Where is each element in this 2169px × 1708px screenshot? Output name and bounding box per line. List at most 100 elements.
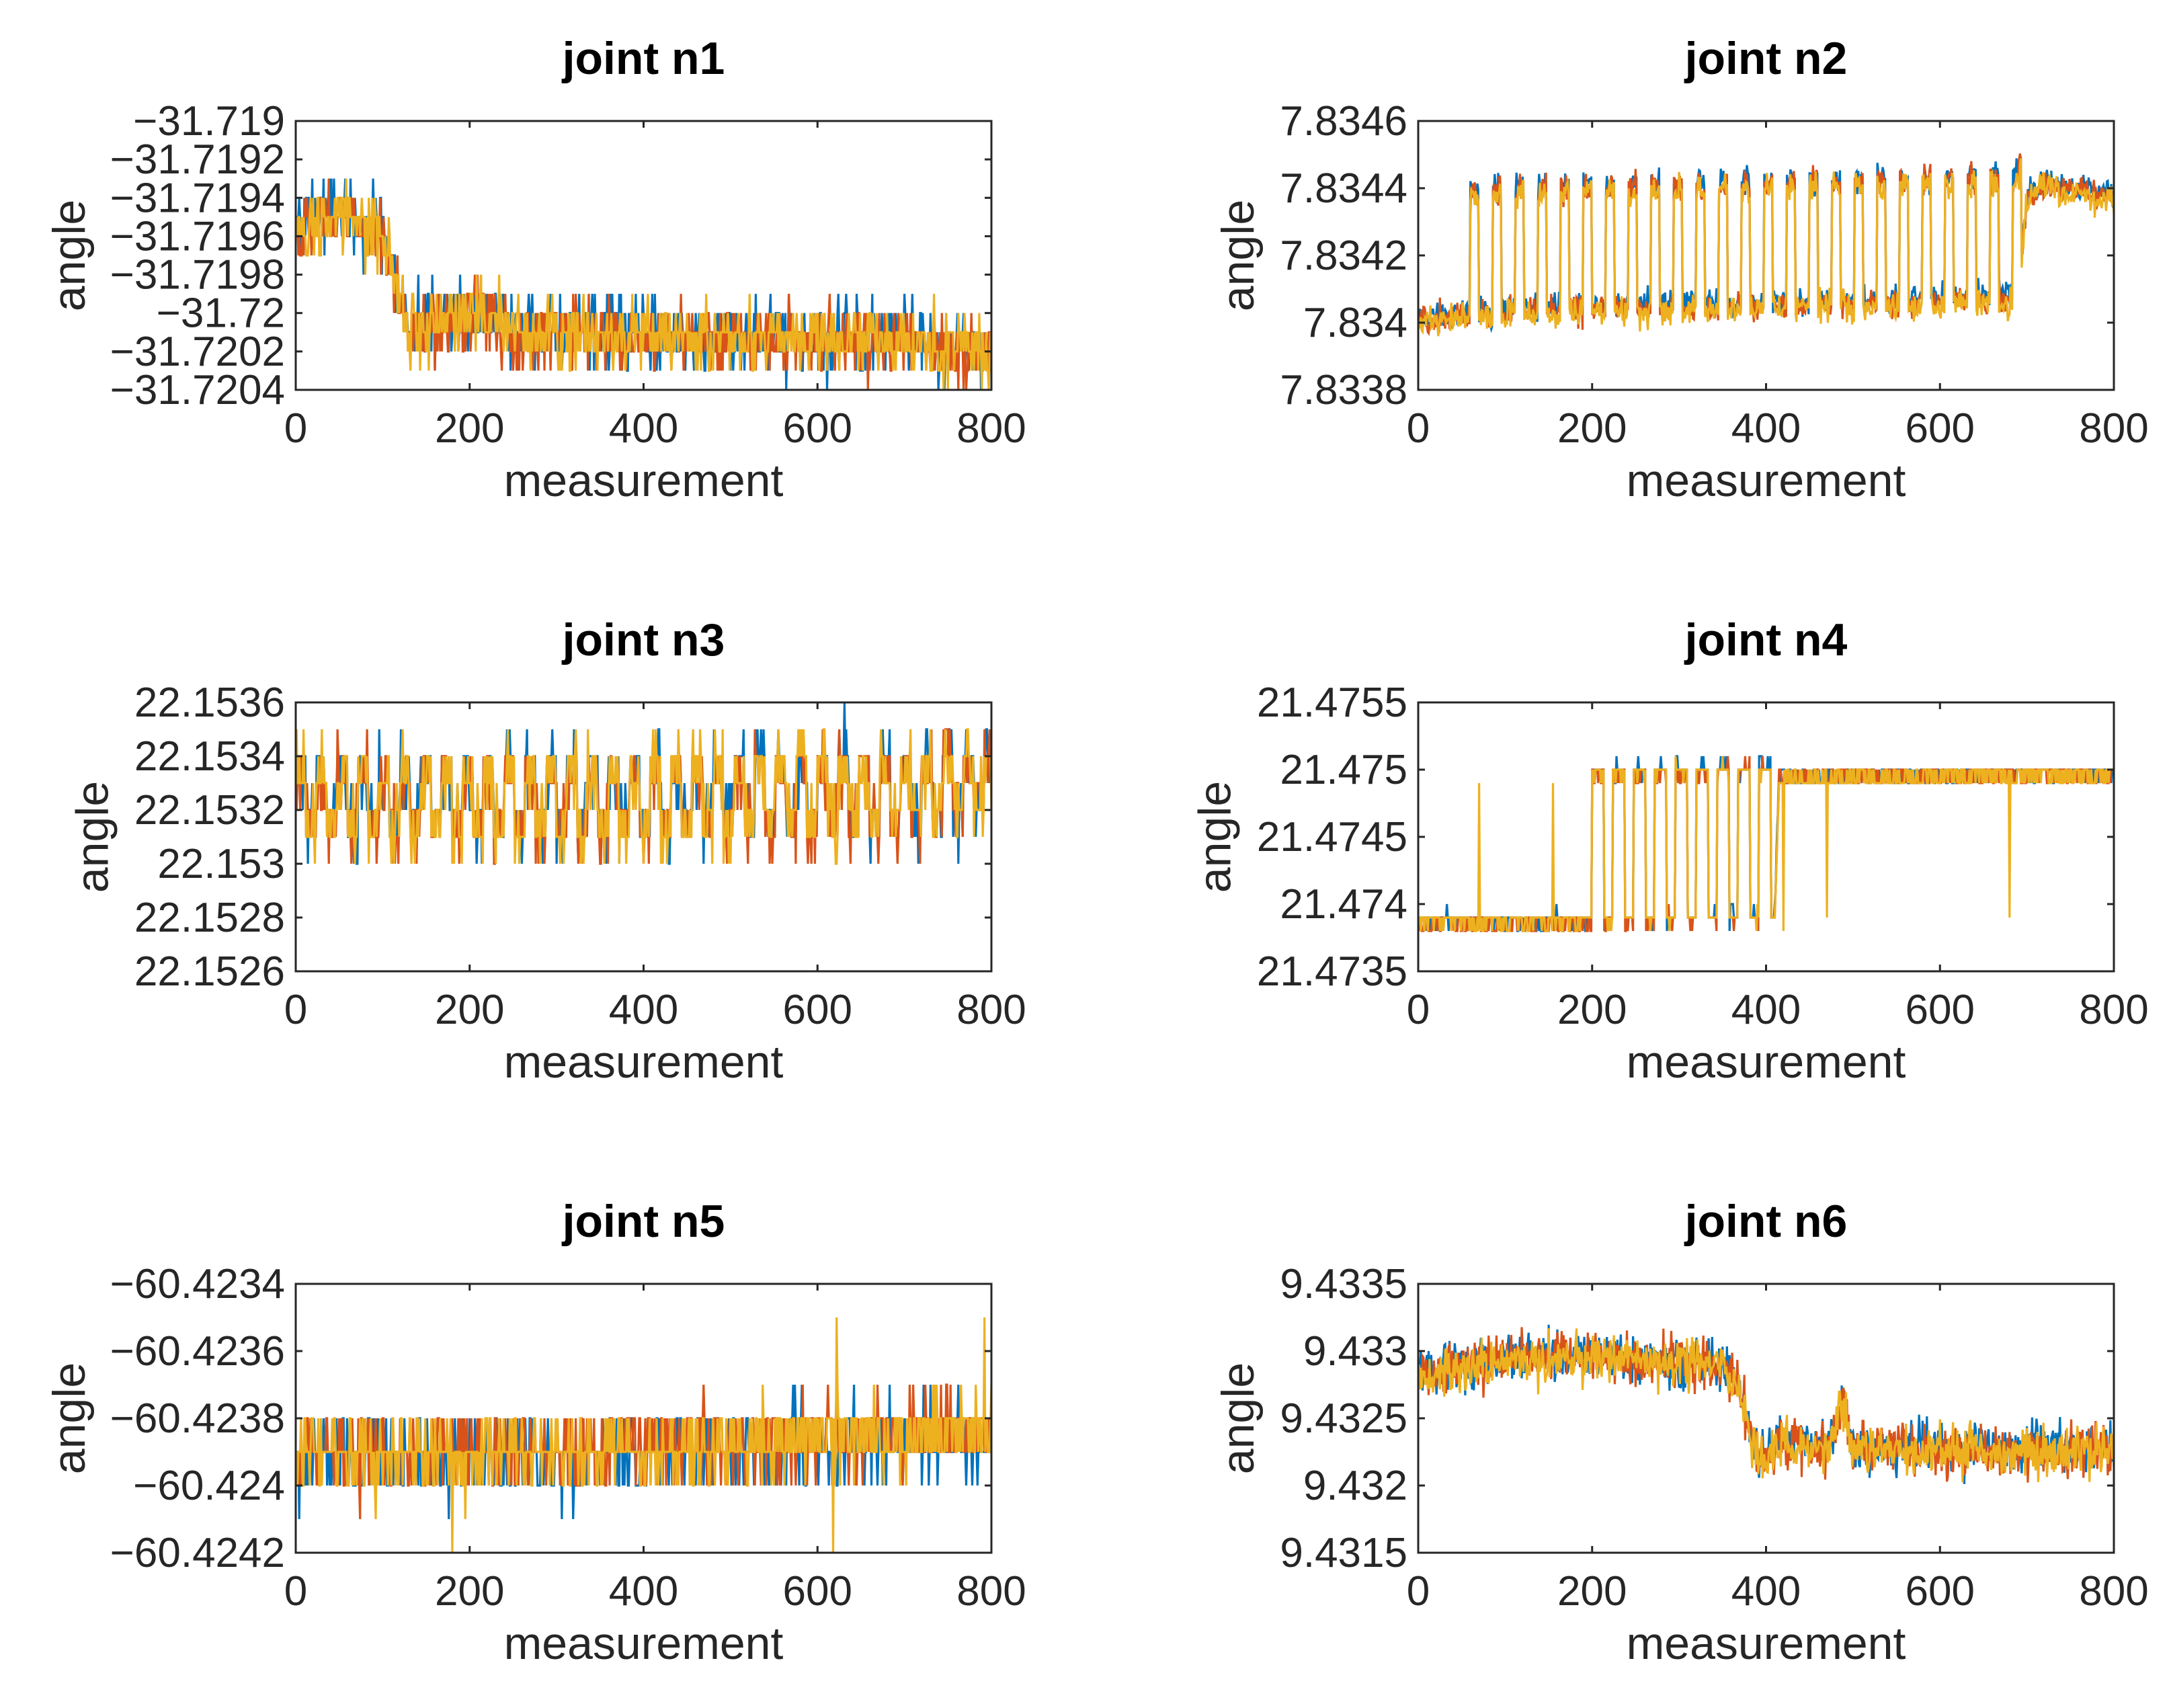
x-axis-label: measurement bbox=[504, 1618, 784, 1669]
y-tick-label: 21.4745 bbox=[1257, 814, 1407, 860]
x-tick-label: 400 bbox=[1731, 987, 1801, 1033]
y-tick-label: −60.4238 bbox=[110, 1395, 285, 1442]
x-tick-label: 0 bbox=[284, 1568, 307, 1615]
y-tick-label: 21.4735 bbox=[1257, 948, 1407, 995]
y-tick-label: 7.834 bbox=[1303, 300, 1407, 346]
y-tick-label: 22.1532 bbox=[134, 787, 285, 833]
y-axis-label: angle bbox=[1190, 781, 1241, 893]
subplot-2: 0 200 400 600 800 7.8338 7.834 7.8342 7.8344 7.83… bbox=[1213, 33, 2149, 506]
subplot-6: 0 200 400 600 800 9.4315 9.432 9.4325 9.433 9.433… bbox=[1213, 1196, 2149, 1669]
series-line-1 bbox=[296, 178, 991, 390]
y-axis-label: angle bbox=[1213, 1363, 1264, 1474]
subplot-4: 0 200 400 600 800 21.4735 21.474 21.4745 21.475 2… bbox=[1190, 614, 2149, 1088]
y-tick-label: −31.7194 bbox=[110, 175, 285, 221]
y-tick-label: −31.7198 bbox=[110, 252, 285, 298]
series-group bbox=[296, 178, 991, 390]
y-tick-label: 22.1534 bbox=[134, 733, 285, 780]
chart-title: joint n1 bbox=[561, 33, 725, 84]
x-tick-label: 200 bbox=[435, 1568, 504, 1615]
x-tick-label: 200 bbox=[1557, 405, 1627, 452]
x-tick-label: 600 bbox=[1906, 1568, 1975, 1615]
x-tick-label: 0 bbox=[284, 405, 307, 452]
x-tick-label: 600 bbox=[783, 405, 852, 452]
series-line-3 bbox=[296, 728, 991, 865]
series-group bbox=[296, 702, 991, 865]
y-tick-label: 22.1536 bbox=[134, 680, 285, 726]
plot-frame bbox=[1417, 120, 2115, 391]
y-axis-label: angle bbox=[67, 781, 118, 893]
chart-title: joint n2 bbox=[1684, 33, 1848, 84]
y-tick-label: −31.7204 bbox=[110, 367, 285, 413]
y-tick-label: 9.4325 bbox=[1280, 1395, 1407, 1442]
y-tick-label: 9.433 bbox=[1303, 1328, 1407, 1375]
x-tick-label: 200 bbox=[1557, 1568, 1627, 1615]
x-axis-label: measurement bbox=[1627, 1036, 1906, 1088]
chart-title: joint n4 bbox=[1684, 614, 1848, 665]
chart-title: joint n6 bbox=[1684, 1196, 1848, 1247]
y-tick-label: −31.719 bbox=[133, 98, 285, 145]
x-tick-label: 800 bbox=[956, 405, 1026, 452]
x-tick-label: 400 bbox=[1731, 405, 1801, 452]
y-axis-label: angle bbox=[1213, 200, 1264, 311]
series-line-3 bbox=[1418, 756, 2114, 932]
chart-title: joint n3 bbox=[561, 614, 725, 665]
series-line-3 bbox=[1418, 158, 2114, 337]
y-tick-label: 9.4335 bbox=[1280, 1261, 1407, 1307]
y-axis-label: angle bbox=[44, 1363, 95, 1474]
x-tick-label: 0 bbox=[1407, 1568, 1430, 1615]
y-tick-label: −31.7202 bbox=[110, 329, 285, 375]
series-line-3 bbox=[1418, 1328, 2114, 1483]
series-line-3 bbox=[296, 1317, 991, 1553]
y-tick-label: 7.8342 bbox=[1280, 233, 1407, 279]
x-tick-label: 400 bbox=[1731, 1568, 1801, 1615]
y-tick-label: 7.8346 bbox=[1280, 98, 1407, 145]
y-tick-label: 22.153 bbox=[157, 841, 285, 887]
x-tick-label: 400 bbox=[609, 987, 678, 1033]
x-tick-label: 400 bbox=[609, 1568, 678, 1615]
x-tick-label: 600 bbox=[783, 987, 852, 1033]
x-tick-label: 0 bbox=[1407, 405, 1430, 452]
x-tick-label: 200 bbox=[435, 987, 504, 1033]
x-axis-label: measurement bbox=[504, 455, 784, 506]
series-group bbox=[1418, 153, 2114, 337]
x-tick-label: 800 bbox=[2079, 405, 2148, 452]
y-tick-label: −60.4242 bbox=[110, 1530, 285, 1576]
x-tick-label: 600 bbox=[1906, 987, 1975, 1033]
y-tick-label: −31.7192 bbox=[110, 136, 285, 183]
series-line-2 bbox=[296, 178, 991, 390]
x-tick-label: 0 bbox=[1407, 987, 1430, 1033]
x-tick-label: 400 bbox=[609, 405, 678, 452]
x-tick-label: 200 bbox=[435, 405, 504, 452]
series-line-3 bbox=[296, 178, 991, 390]
y-tick-label: 21.4755 bbox=[1257, 680, 1407, 726]
x-tick-label: 600 bbox=[783, 1568, 852, 1615]
x-tick-label: 0 bbox=[284, 987, 307, 1033]
subplot-1: 0 200 400 600 800 −31.719−31.7192−31.7194 −31.… bbox=[44, 33, 1026, 506]
subplot-5: 0 200 400 600 800 −60.4234 −60.4236 −60.4238 −60… bbox=[44, 1196, 1026, 1669]
x-tick-label: 200 bbox=[1557, 987, 1627, 1033]
y-tick-label: 7.8338 bbox=[1280, 367, 1407, 413]
y-tick-label: 21.474 bbox=[1280, 881, 1407, 928]
chart-title: joint n5 bbox=[561, 1196, 725, 1247]
plot-frame bbox=[1417, 1283, 2115, 1554]
y-tick-label: 22.1526 bbox=[134, 948, 285, 995]
y-tick-label: 9.432 bbox=[1303, 1463, 1407, 1509]
series-group bbox=[296, 1317, 991, 1553]
y-tick-label: −31.72 bbox=[157, 290, 285, 337]
y-tick-label: 7.8344 bbox=[1280, 165, 1407, 212]
series-group bbox=[1418, 1324, 2114, 1484]
y-axis-label: angle bbox=[44, 200, 95, 311]
y-tick-label: −60.4236 bbox=[110, 1328, 285, 1375]
y-tick-label: −60.4234 bbox=[110, 1261, 285, 1307]
y-tick-label: 9.4315 bbox=[1280, 1530, 1407, 1576]
x-tick-label: 800 bbox=[956, 987, 1026, 1033]
subplot-3: 0 200 400 600 800 22.1526 22.1528 22.153 22.1532… bbox=[67, 614, 1026, 1088]
x-axis-label: measurement bbox=[1627, 455, 1906, 506]
x-tick-label: 800 bbox=[2079, 1568, 2148, 1615]
x-axis-label: measurement bbox=[1627, 1618, 1906, 1669]
y-tick-label: 21.475 bbox=[1280, 747, 1407, 793]
y-tick-label: 22.1528 bbox=[134, 895, 285, 941]
x-axis-label: measurement bbox=[504, 1036, 784, 1088]
x-tick-label: 600 bbox=[1906, 405, 1975, 452]
